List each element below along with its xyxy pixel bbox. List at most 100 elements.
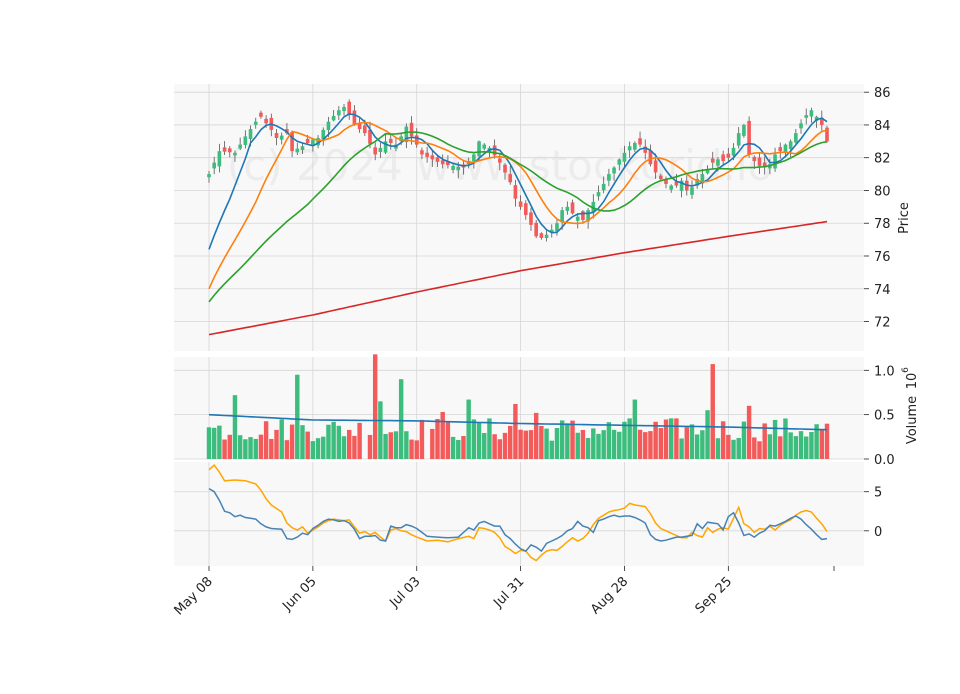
candle-body <box>539 233 544 238</box>
volume-bar <box>274 429 279 459</box>
volume-axis-exponent-base: 10 <box>905 373 920 390</box>
volume-bar <box>315 438 321 459</box>
volume-bar <box>559 420 565 459</box>
candle-body <box>710 158 715 163</box>
candle-body <box>664 179 668 184</box>
candle-body <box>326 121 331 131</box>
candle-body <box>440 160 445 165</box>
volume-bar <box>388 432 393 459</box>
candle-body <box>607 174 611 181</box>
candle-body <box>627 146 632 151</box>
candle-body <box>477 141 481 157</box>
candle-body <box>316 138 320 146</box>
candle-body <box>300 146 305 151</box>
candle-body <box>809 110 814 117</box>
candle-body <box>503 164 507 173</box>
volume-bar <box>237 435 243 459</box>
volume-bar <box>746 405 752 459</box>
candle-body <box>596 192 601 197</box>
x-tick-label: Jul 03 <box>387 574 424 611</box>
price-y-tick-label: 86 <box>874 86 891 101</box>
volume-bar <box>580 429 586 459</box>
candle-body <box>498 158 502 163</box>
candle-body <box>653 160 658 173</box>
volume-bar <box>279 419 284 459</box>
candle-body <box>825 127 829 142</box>
candle-body <box>565 206 570 211</box>
candle-body <box>222 147 227 152</box>
volume-bar <box>565 423 570 459</box>
volume-bar <box>263 421 269 459</box>
volume-bar <box>783 418 788 459</box>
volume-bar <box>248 437 253 459</box>
candle-body <box>414 135 419 145</box>
volume-bar <box>492 434 497 459</box>
candle-body <box>295 148 300 153</box>
volume-bar <box>596 433 601 459</box>
candle-body <box>648 150 653 165</box>
candle-body <box>207 174 211 178</box>
candle-body <box>700 174 705 184</box>
x-tick-label: Aug 28 <box>588 574 631 617</box>
candle-body <box>388 138 393 143</box>
ma-20-line <box>208 131 828 303</box>
candle-body <box>570 202 575 214</box>
candle-body <box>742 124 746 136</box>
volume-bar <box>689 424 695 459</box>
volume-bar <box>663 419 669 459</box>
volume-bar <box>284 440 290 459</box>
candle-body <box>752 156 757 161</box>
volume-bar <box>814 424 819 459</box>
volume-bar <box>227 434 232 459</box>
volume-bar <box>419 419 425 459</box>
volume-bar <box>471 419 477 459</box>
volume-bar <box>482 432 487 459</box>
volume-bar <box>211 427 217 459</box>
volume-bar <box>523 430 529 459</box>
volume-axis-title: Volume <box>905 396 920 444</box>
candle-body <box>233 152 237 156</box>
volume-bar <box>778 436 783 459</box>
volume-bar <box>643 432 648 459</box>
volume-bar <box>549 440 554 459</box>
volume-bar <box>684 427 689 459</box>
candle-body <box>492 145 497 156</box>
volume-bar <box>606 422 612 459</box>
volume-bar <box>295 374 300 459</box>
price-y-tick-label: 84 <box>874 119 891 134</box>
volume-bar <box>570 420 575 459</box>
volume-bar <box>611 429 617 459</box>
candle-body <box>342 106 346 112</box>
candle-body <box>523 203 528 216</box>
candle-body <box>217 151 222 167</box>
candle-body <box>472 154 476 162</box>
volume-bar <box>710 364 715 459</box>
volume-bar <box>731 439 736 459</box>
volume-bar <box>554 427 560 459</box>
volume-bar <box>289 424 295 459</box>
candle-body <box>321 129 326 139</box>
price-panel-background <box>174 84 864 351</box>
candle-body <box>794 133 798 143</box>
candle-body <box>311 139 315 146</box>
volume-bar <box>679 438 684 459</box>
candle-body <box>451 165 455 170</box>
candle-body <box>622 152 627 162</box>
volume-bar <box>788 432 793 459</box>
volume-bar <box>700 430 705 459</box>
volume-bar <box>824 423 830 459</box>
x-tick-label: Jun 05 <box>279 574 319 614</box>
volume-bar <box>668 418 674 459</box>
candle-body <box>383 141 388 153</box>
candle-body <box>747 120 751 155</box>
volume-bar <box>414 440 419 459</box>
volume-bar <box>445 422 451 459</box>
macd-line <box>208 487 828 553</box>
price-y-tick-label: 82 <box>874 152 891 167</box>
volume-ma-line <box>208 413 828 431</box>
candle-body <box>378 147 383 152</box>
candle-body <box>352 110 357 125</box>
volume-bar <box>518 429 523 459</box>
